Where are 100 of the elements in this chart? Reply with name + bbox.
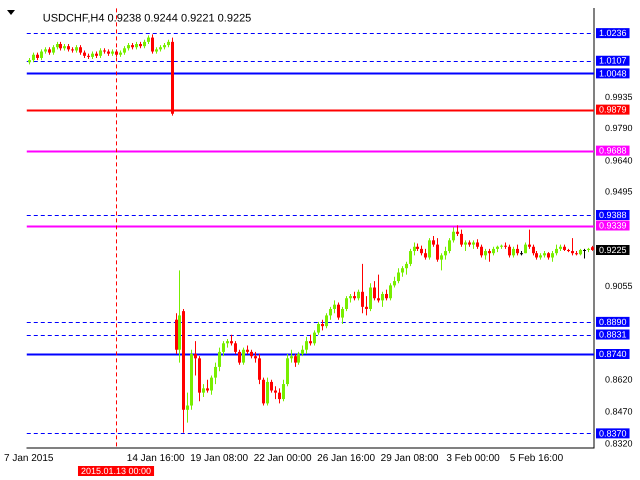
candlestick (512, 246, 515, 258)
candlestick (361, 263, 364, 314)
candlestick (516, 244, 519, 256)
candlestick (52, 44, 55, 56)
candlestick (40, 48, 43, 61)
ref-line-label: 0.8890 (599, 316, 627, 327)
candlestick (528, 229, 531, 250)
candlestick (373, 280, 376, 301)
candlestick (357, 289, 360, 301)
ref-line-label: 0.9879 (599, 104, 627, 115)
ref-line-label: 0.8740 (599, 349, 627, 360)
candlestick (424, 248, 427, 260)
candlestick (230, 334, 233, 346)
candlestick (242, 347, 245, 366)
y-tick-label: 0.8320 (605, 438, 633, 449)
candlestick (202, 384, 205, 398)
y-tick-label: 0.8470 (605, 406, 633, 416)
candlestick (405, 261, 408, 276)
candlestick (508, 244, 511, 258)
ref-line-label: 0.8831 (599, 329, 627, 340)
candlestick (99, 48, 102, 58)
candlestick (317, 321, 320, 336)
x-tick-label: 2015.01.13 00:00 (80, 466, 152, 476)
x-tick-label: 29 Jan 08:00 (380, 452, 439, 464)
candlestick (583, 248, 586, 260)
candlestick (254, 351, 257, 364)
candlestick (238, 349, 241, 366)
candlestick (389, 282, 392, 301)
y-tick-label: 0.9935 (605, 92, 633, 102)
candlestick (345, 296, 348, 312)
candlestick (297, 351, 300, 366)
candlestick (488, 248, 491, 262)
candlestick (532, 244, 535, 256)
candlestick (32, 52, 35, 63)
ref-line-label: 1.0236 (599, 28, 627, 38)
candlestick (476, 238, 479, 250)
candlestick (151, 34, 154, 54)
candlestick (448, 238, 451, 254)
candlestick (409, 248, 412, 267)
x-tick-label: 22 Jan 00:00 (254, 452, 312, 464)
candlestick (321, 319, 324, 331)
candlestick (452, 226, 455, 243)
candlestick (393, 276, 396, 288)
candlestick (206, 379, 209, 394)
candlestick (428, 238, 431, 260)
ref-line-label: 0.9388 (599, 210, 627, 220)
candlestick (222, 340, 225, 357)
x-tick-label: 19 Jan 08:00 (190, 452, 248, 464)
x-tick-label: 26 Jan 16:00 (317, 452, 376, 464)
y-tick-label: 0.8620 (605, 374, 633, 384)
y-tick-label: 0.9640 (605, 155, 633, 166)
candlestick (341, 306, 344, 324)
candlestick (571, 238, 574, 256)
ref-line-label: 1.0048 (599, 68, 627, 78)
candlestick (313, 330, 316, 346)
candlestick (456, 224, 459, 237)
candlestick (266, 377, 269, 406)
candlestick (294, 354, 297, 368)
candlestick (413, 242, 416, 256)
candlestick (555, 244, 558, 256)
candlestick (436, 238, 439, 262)
candlestick (480, 244, 483, 258)
candlestick (333, 300, 336, 314)
y-tick-label: 0.9495 (605, 186, 633, 197)
candlestick (325, 312, 328, 329)
candlestick (329, 306, 332, 320)
candlestick (258, 354, 261, 385)
candlestick (214, 362, 217, 385)
x-tick-label: 14 Jan 16:00 (126, 452, 186, 464)
candlestick (369, 282, 372, 312)
candlestick (484, 248, 487, 260)
candlestick (270, 379, 273, 394)
candlestick (460, 229, 463, 248)
candlestick (186, 392, 189, 424)
ref-line-label: 1.0107 (599, 56, 627, 66)
candlestick (234, 340, 237, 355)
candlestick (397, 268, 400, 284)
candlestick (79, 44, 82, 56)
candlestick (290, 349, 293, 364)
chart-title: USDCHF,H4 0.9238 0.9244 0.9221 0.9225 (42, 12, 252, 24)
candlestick (377, 274, 380, 304)
candlestick (440, 252, 443, 271)
candlestick (385, 289, 388, 301)
x-tick-label: 3 Feb 00:00 (446, 452, 500, 464)
candlestick (420, 245, 423, 256)
candlestick (464, 240, 467, 252)
y-tick-label: 0.9055 (605, 280, 633, 291)
ref-line-label: 0.8370 (599, 428, 627, 438)
candlestick (194, 340, 197, 376)
candlestick (444, 246, 447, 260)
y-tick-label: 0.9790 (605, 123, 633, 134)
candlestick (337, 302, 340, 320)
candlestick (309, 334, 312, 346)
candlestick (278, 388, 281, 404)
x-tick-label: 5 Feb 16:00 (510, 452, 564, 464)
candlestick (365, 296, 368, 316)
ref-line-label: 0.9339 (599, 220, 627, 231)
candlestick (432, 236, 435, 248)
candlestick (262, 377, 265, 406)
candlestick (218, 347, 221, 372)
